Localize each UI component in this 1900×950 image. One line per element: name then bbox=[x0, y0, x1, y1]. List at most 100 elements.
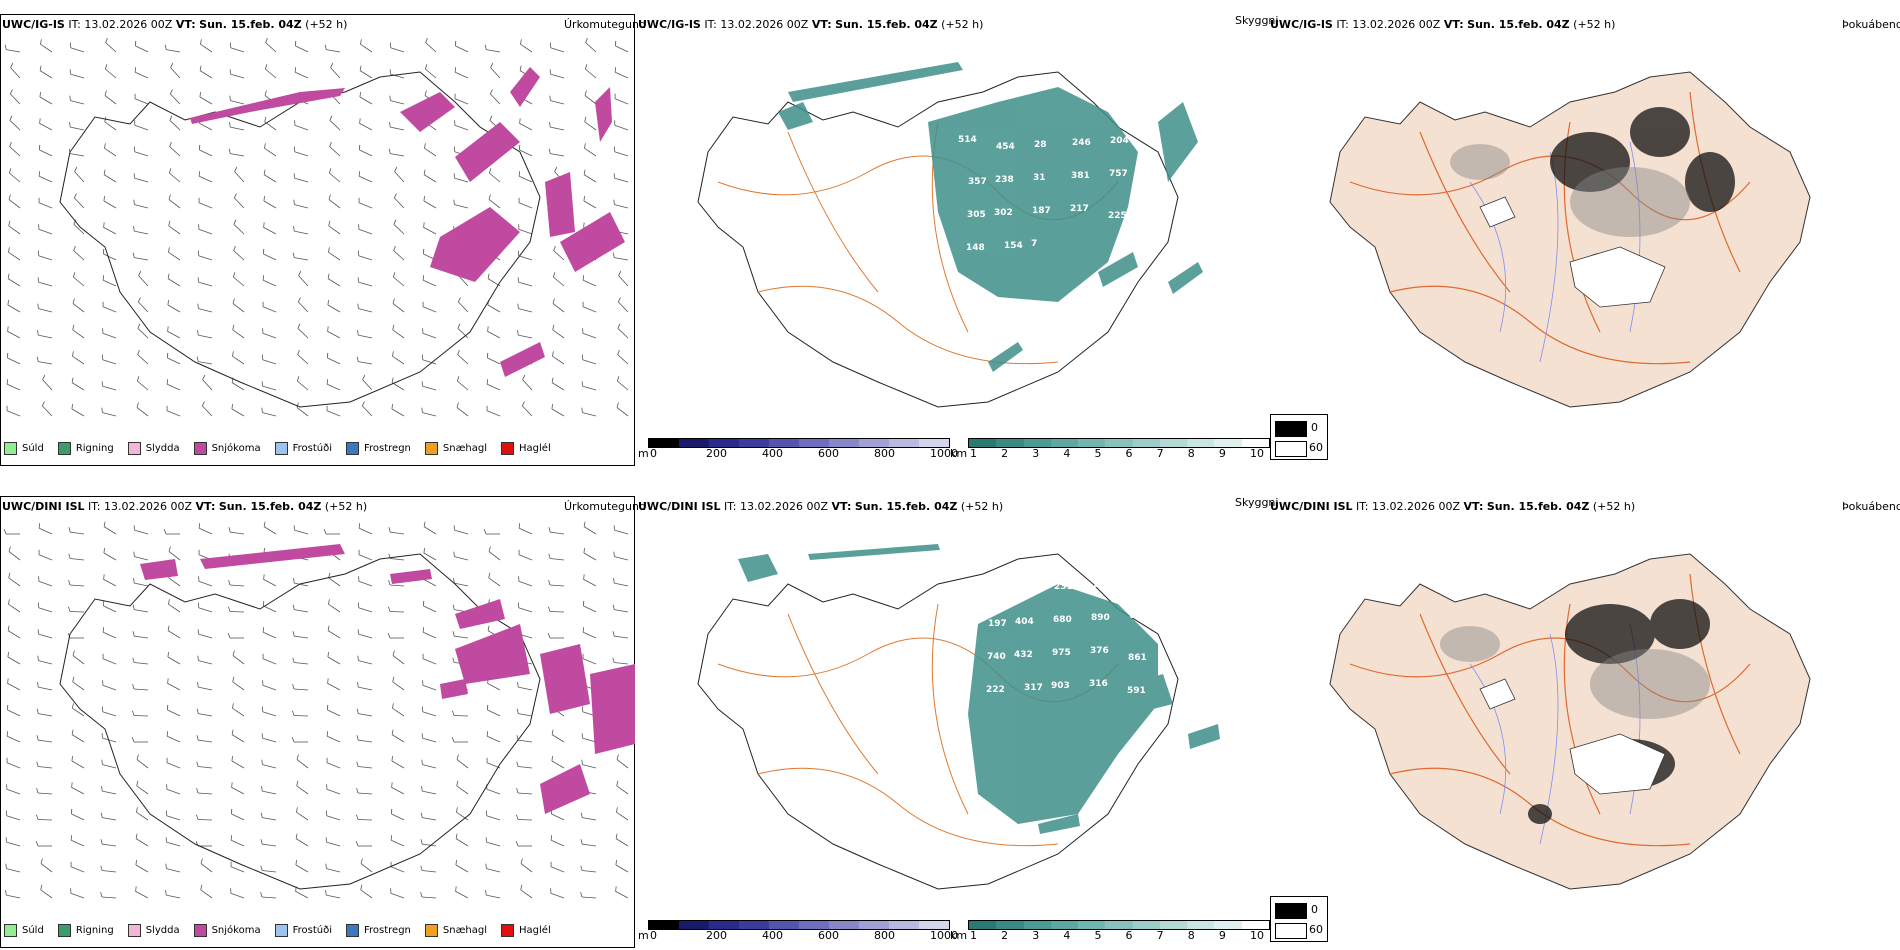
wind-barb bbox=[391, 408, 405, 417]
wind-barb bbox=[42, 379, 53, 391]
wind-barb-flag bbox=[293, 199, 295, 205]
wind-barb-flag bbox=[105, 37, 108, 43]
colorbar-tick: 7 bbox=[1156, 447, 1164, 460]
cloud-map-2: 271 27 231 182 194 197 404 680 890 687 740 432 975 37… bbox=[697, 544, 1220, 890]
wind-barb bbox=[230, 866, 245, 873]
colorbar-cell bbox=[969, 921, 997, 929]
wind-barb-flag bbox=[456, 754, 459, 760]
wind-barb-flag bbox=[68, 527, 71, 533]
wind-barb bbox=[389, 611, 405, 613]
wind-barb-flag bbox=[265, 37, 268, 43]
wind-barb bbox=[102, 817, 117, 821]
wind-barb bbox=[233, 250, 245, 261]
colorbar-tick: 600 bbox=[818, 447, 839, 460]
wind-barb-flag bbox=[584, 64, 588, 70]
wind-barb-flag bbox=[522, 374, 526, 380]
wind-barb bbox=[168, 225, 181, 235]
wind-barb bbox=[550, 100, 565, 105]
glaciers-f1 bbox=[1479, 196, 1666, 308]
wind-barb bbox=[394, 171, 405, 183]
wind-barb bbox=[327, 383, 341, 391]
wind-barb bbox=[232, 655, 245, 665]
wind-barb bbox=[40, 889, 53, 899]
colorbar-tick: 2 bbox=[1001, 447, 1009, 460]
wind-barb bbox=[7, 304, 21, 313]
cloud-base-label: 680 bbox=[1053, 615, 1072, 625]
wind-barb bbox=[550, 73, 565, 79]
colorbar-tick: 3 bbox=[1032, 929, 1040, 942]
wind-barb-flag bbox=[103, 169, 106, 175]
wind-barb-flag bbox=[583, 548, 585, 554]
wind-barb-flag bbox=[548, 553, 551, 559]
wind-barb bbox=[6, 410, 21, 417]
wind-barb bbox=[70, 892, 85, 899]
wind-barb-flag bbox=[388, 580, 391, 586]
wind-barb-flag bbox=[169, 115, 173, 121]
wind-barb bbox=[39, 527, 53, 535]
wind-barb-flag bbox=[197, 303, 199, 309]
wind-barb-flag bbox=[228, 148, 231, 154]
wind-barb-flag bbox=[135, 833, 138, 839]
legend-item-5: Frostregn bbox=[346, 442, 411, 455]
wind-barb-flag bbox=[457, 297, 461, 303]
wind-barb bbox=[136, 759, 149, 769]
wind-barb bbox=[615, 864, 629, 873]
wind-barb bbox=[454, 204, 469, 209]
wind-barb bbox=[327, 357, 341, 365]
wind-barb bbox=[550, 47, 565, 53]
colorbar-cell bbox=[1105, 439, 1133, 447]
wind-barb bbox=[458, 275, 469, 287]
wind-barb bbox=[38, 686, 53, 691]
legend-label: Snæhagl bbox=[442, 443, 488, 454]
wind-barb-flag bbox=[40, 858, 43, 864]
wind-barb bbox=[486, 788, 501, 795]
cloud-base-label: 381 bbox=[1071, 171, 1090, 181]
wind-barb bbox=[264, 147, 277, 157]
colorbar-cell bbox=[919, 921, 949, 929]
cloud-base-label: 27 bbox=[1016, 584, 1029, 594]
wind-barb-flag bbox=[260, 892, 263, 898]
wind-barb-flag bbox=[488, 194, 491, 200]
wind-barb-flag bbox=[356, 356, 359, 362]
wind-barb-flag bbox=[360, 39, 362, 45]
wind-barb bbox=[550, 866, 565, 873]
wind-barb bbox=[390, 153, 405, 157]
wind-barb-flag bbox=[200, 39, 202, 45]
wind-barb bbox=[71, 787, 85, 795]
wind-barb bbox=[358, 633, 373, 639]
wind-barb-flag bbox=[7, 652, 9, 658]
wind-barb bbox=[488, 551, 501, 561]
wind-barb-flag bbox=[487, 625, 490, 631]
wind-barb bbox=[70, 558, 85, 561]
cloud-base-label: 591 bbox=[1127, 686, 1146, 696]
colorbar-cell bbox=[859, 921, 889, 929]
wind-barb-flag bbox=[548, 580, 551, 586]
wind-barb bbox=[583, 174, 597, 183]
wind-barb-flag bbox=[324, 44, 327, 50]
legend-item-0: Súld bbox=[4, 924, 44, 937]
wind-barb bbox=[296, 759, 309, 769]
wind-barb-flag bbox=[517, 303, 519, 309]
wind-barb bbox=[423, 552, 437, 561]
wind-barb bbox=[294, 609, 309, 613]
wind-barb-flag bbox=[101, 407, 103, 413]
cloud-base-label: 514 bbox=[958, 135, 977, 145]
legend-item-1: Rigning bbox=[57, 924, 114, 937]
wind-barb-flag bbox=[8, 220, 11, 226]
wind-barb-flag bbox=[7, 326, 9, 332]
colorbar-tick: 600 bbox=[818, 929, 839, 942]
wind-barb bbox=[618, 301, 629, 313]
colorbar-tick: 1000 bbox=[930, 447, 958, 460]
wind-barb-flag bbox=[583, 574, 585, 580]
wind-barb bbox=[392, 707, 405, 717]
wind-barb-flag bbox=[455, 860, 457, 866]
wind-barb bbox=[328, 577, 341, 587]
wind-barb bbox=[263, 253, 277, 261]
wind-barb bbox=[167, 630, 181, 639]
wind-barb-flag bbox=[72, 298, 75, 304]
wind-barb-flag bbox=[260, 812, 263, 818]
wind-barb-flag bbox=[325, 890, 327, 896]
wind-barb-flag bbox=[196, 788, 199, 794]
wind-barb-flag bbox=[229, 95, 231, 101]
wind-barb bbox=[263, 200, 277, 209]
